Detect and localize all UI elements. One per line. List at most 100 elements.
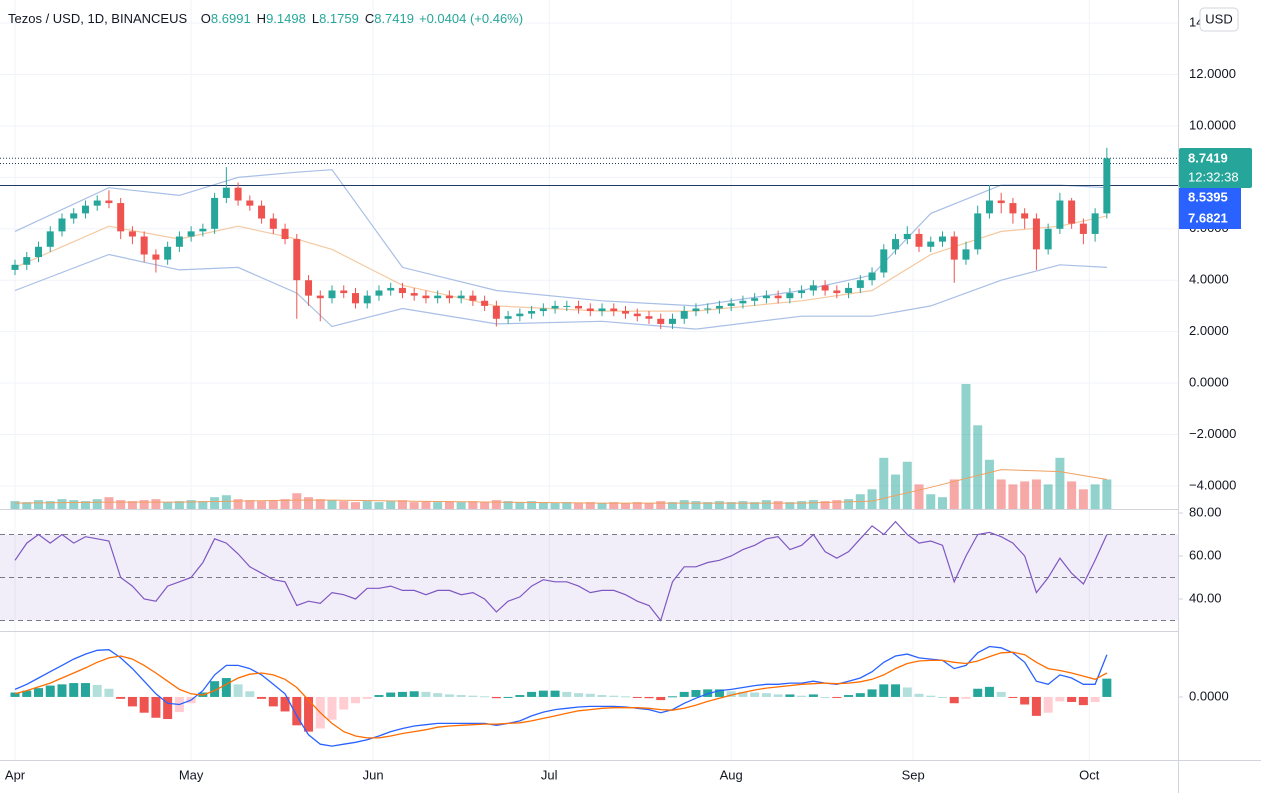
macd-histogram-bar	[949, 696, 959, 704]
macd-histogram-bar	[22, 690, 32, 697]
macd-histogram-bar	[714, 689, 724, 697]
ohlc-label: O	[201, 11, 211, 26]
macd-histogram-bar	[679, 691, 689, 697]
macd-histogram-bar	[10, 692, 20, 697]
volume-bar	[421, 501, 431, 509]
volume-bar	[691, 501, 701, 509]
macd-histogram-bar	[444, 694, 454, 697]
x-tick-label: Aug	[720, 767, 743, 782]
macd-histogram-bar	[550, 690, 560, 697]
candle-body	[739, 300, 747, 304]
macd-histogram-bar	[844, 695, 854, 697]
candle-body	[445, 295, 453, 299]
bollinger-upper	[14, 169, 1107, 307]
candle-body	[1056, 200, 1064, 229]
candle-body	[692, 308, 700, 312]
candle-body	[187, 231, 195, 237]
candle-body	[845, 287, 853, 294]
macd-histogram-bar	[808, 694, 818, 697]
volume-bar	[656, 501, 666, 509]
candle-body	[516, 313, 524, 317]
macd-histogram-bar	[691, 690, 701, 697]
candle-body	[751, 298, 759, 301]
macd-histogram-bar	[268, 696, 278, 707]
indicator-badge	[1179, 188, 1241, 208]
volume-bar	[433, 502, 443, 509]
currency-button-box[interactable]	[1199, 7, 1239, 32]
macd-histogram-bar	[773, 694, 783, 697]
macd-histogram-bar	[386, 692, 396, 697]
x-tick-label: Apr	[5, 767, 26, 782]
volume-bar	[1055, 457, 1065, 509]
symbol-title: Tezos / USD, 1D, BINANCEUS	[8, 11, 187, 26]
candle-body	[316, 295, 324, 299]
macd-histogram-bar	[621, 696, 631, 698]
volume-bar	[937, 497, 947, 509]
candle-body	[551, 305, 559, 309]
macd-line	[14, 645, 1108, 747]
overlay-lines	[0, 157, 1178, 747]
macd-histogram-bar	[738, 691, 748, 697]
candle-body	[950, 236, 958, 260]
ohlc-value: 8.1759	[319, 11, 359, 26]
macd-histogram-bar	[34, 688, 44, 697]
currency-button[interactable]: USD	[1199, 7, 1239, 32]
candle-body	[927, 241, 935, 247]
currency-label[interactable]: USD	[1205, 11, 1232, 26]
candle-body	[633, 313, 641, 317]
price-change: +0.0404 (+0.46%)	[419, 11, 523, 26]
candle-body	[856, 280, 864, 288]
candle-body	[293, 239, 301, 281]
ohlc-value: 9.1498	[266, 11, 306, 26]
volume-bar	[1090, 484, 1100, 509]
candle-body	[363, 295, 371, 304]
volume-ma	[14, 469, 1107, 504]
candle-body	[152, 254, 160, 260]
macd-histogram-bar	[57, 684, 67, 697]
x-tick-label: Jun	[363, 767, 384, 782]
volume-bar	[949, 479, 959, 509]
volume-bar	[926, 494, 936, 509]
candle-body	[1068, 200, 1076, 224]
macd-histogram-bar	[409, 691, 419, 697]
macd-histogram-bar	[503, 696, 513, 698]
x-tick-label: Sep	[902, 767, 925, 782]
indicator-badge	[1179, 208, 1241, 229]
volume-bar	[797, 501, 807, 509]
last-price-badge	[1179, 148, 1252, 188]
volume-bar	[973, 425, 983, 509]
macd-histogram-bar	[1055, 696, 1065, 702]
volume-bar	[1020, 481, 1030, 509]
macd-histogram-bar	[891, 684, 901, 697]
volume-bar	[914, 484, 924, 509]
volume-bar	[221, 495, 231, 509]
candle-body	[668, 318, 676, 324]
macd-histogram-bar	[785, 694, 795, 697]
legend: Tezos / USD, 1D, BINANCEUS O8.6991 H9.149…	[8, 11, 523, 26]
macd-histogram-bar	[292, 696, 302, 726]
candle-body	[575, 305, 583, 309]
volume-bar	[69, 500, 79, 509]
rsi-tick-label: 60.00	[1189, 547, 1222, 562]
volume-bar	[1043, 484, 1053, 509]
volume-bar	[667, 502, 677, 509]
y-tick-label: 2.0000	[1189, 323, 1229, 338]
volume-bar	[961, 383, 971, 509]
macd-histogram-bar	[632, 696, 642, 698]
volume-bar	[139, 500, 149, 509]
volume-bar	[327, 500, 337, 509]
macd-histogram-bar	[750, 692, 760, 697]
macd-histogram-bar	[151, 696, 161, 718]
volume-bar	[304, 497, 314, 509]
volume-bar	[198, 501, 208, 509]
volume-bar	[362, 501, 372, 509]
macd-histogram-bar	[257, 696, 267, 699]
candle-body	[786, 293, 794, 299]
macd-histogram-bar	[350, 696, 360, 704]
macd-histogram-bar	[527, 691, 537, 697]
candle-body	[258, 205, 266, 219]
rsi-tick-label: 80.00	[1189, 504, 1222, 519]
candle-body	[305, 280, 313, 296]
candle-body	[985, 200, 993, 214]
y-tick-label: 4.0000	[1189, 272, 1229, 287]
